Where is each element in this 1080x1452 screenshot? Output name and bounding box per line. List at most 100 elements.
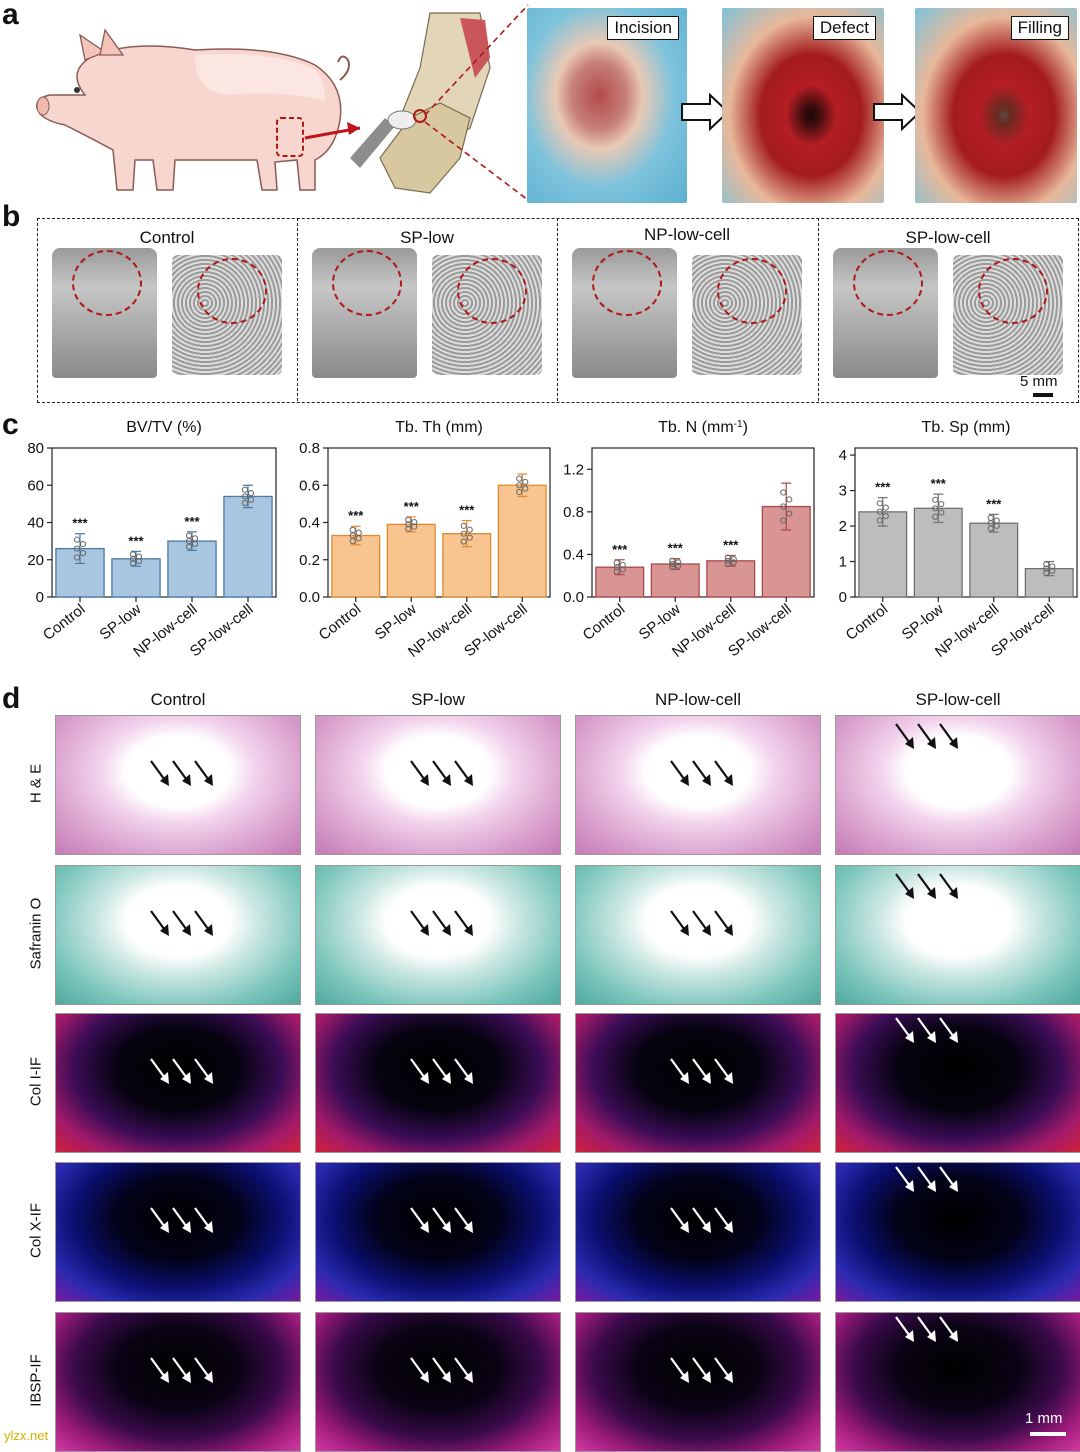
data-point (460, 538, 467, 545)
arrow-markers-icon (670, 1058, 733, 1084)
histology-column-label-sp-low-cell: SP-low-cell (915, 690, 1001, 709)
data-point (79, 549, 87, 557)
data-point (355, 529, 362, 536)
arrow-markers-icon (150, 760, 213, 786)
y-tick-label: 0.0 (563, 589, 584, 606)
data-point (405, 516, 412, 523)
significance-label: *** (875, 480, 891, 495)
data-point (411, 523, 418, 530)
chart-title: Tb. Th (mm) (395, 419, 483, 436)
y-tick-label: 3 (839, 483, 847, 500)
data-point (1049, 563, 1056, 570)
histology-column-label-sp-low: SP-low (411, 690, 465, 709)
significance-label: *** (348, 508, 364, 523)
microct-title-sp-low-cell: SP-low-cell (905, 228, 991, 247)
data-point (780, 517, 787, 524)
data-point (876, 508, 883, 515)
data-point (522, 478, 529, 485)
significance-label: *** (459, 503, 475, 518)
y-tick-label: 0 (36, 589, 44, 606)
microct-title-sp-low: SP-low (400, 228, 454, 247)
arrow-markers-icon (150, 1207, 213, 1233)
data-point (780, 489, 787, 496)
defect-circle-marker (717, 258, 787, 324)
histology-image-he-sp-low-cell (835, 715, 1080, 855)
defect-circle-marker (853, 250, 923, 316)
x-tick-label: SP-low-cell (187, 601, 257, 661)
y-tick-label: 0.8 (299, 440, 320, 457)
panel-label-b: b (2, 200, 21, 233)
data-point (619, 561, 626, 569)
y-tick-label: 1 (839, 554, 847, 571)
data-point (613, 568, 620, 575)
x-tick-label: SP-low (372, 601, 420, 644)
data-point (135, 557, 143, 565)
data-point (466, 534, 473, 541)
arrow-markers-icon (895, 1166, 958, 1192)
data-point (987, 514, 994, 521)
step-label-filling: Filling (1010, 16, 1069, 40)
data-point (669, 560, 676, 568)
data-point (522, 485, 529, 492)
data-point (1043, 569, 1050, 576)
significance-label: *** (723, 537, 739, 552)
watermark: ylzx.net (4, 1428, 49, 1443)
x-tick-label: Control (40, 601, 89, 644)
histology-row-label-col-x-if: Col X-IF (27, 1203, 45, 1259)
histology-row-label-he: H & E (27, 763, 45, 804)
y-tick-label: 60 (27, 477, 44, 494)
y-tick-label: 20 (27, 552, 44, 569)
panel-label-d: d (2, 682, 21, 715)
panel-label-a: a (2, 0, 19, 31)
scale-bar-label-5mm: 5 mm (1020, 373, 1058, 390)
step-label-incision: Incision (607, 16, 679, 40)
knee-joint-illustration (350, 12, 491, 194)
data-point (135, 553, 143, 560)
arrow-markers-icon (410, 1357, 473, 1383)
data-point (730, 556, 737, 563)
histology-image-he-np-low-cell (575, 715, 821, 855)
histology-image-safranin-o-np-low-cell (575, 865, 821, 1005)
arrow-markers-icon (150, 1357, 213, 1383)
data-point (780, 503, 787, 510)
histology-image-col-i-if-sp-low (315, 1013, 561, 1153)
histology-image-safranin-o-control (55, 865, 301, 1005)
data-point (993, 517, 1000, 524)
y-tick-label: 0.4 (299, 515, 320, 532)
histology-image-safranin-o-sp-low-cell (835, 865, 1080, 1005)
data-point (79, 541, 87, 548)
chart-title: Tb. N (mm-1) (658, 419, 748, 437)
data-point (129, 560, 137, 567)
data-point (516, 488, 523, 496)
data-point (669, 557, 676, 564)
bar (969, 522, 1019, 598)
x-tick-label: Control (316, 601, 365, 644)
data-point (247, 489, 255, 497)
chart-title: Tb. Sp (mm) (922, 419, 1011, 436)
data-point (675, 559, 682, 566)
data-point (460, 522, 467, 529)
data-point (882, 513, 889, 520)
data-point (619, 566, 626, 573)
significance-label: *** (668, 541, 684, 556)
arrow-markers-icon (410, 910, 473, 936)
x-tick-label: Control (580, 601, 629, 644)
surgery-photo-filling: Filling (915, 8, 1077, 203)
data-point (73, 545, 81, 552)
arrow-markers-icon (670, 1357, 733, 1383)
data-point (241, 500, 249, 507)
y-tick-label: 1.2 (563, 461, 584, 478)
significance-label: *** (931, 476, 947, 491)
data-point (129, 551, 137, 558)
defect-circle-marker (332, 250, 402, 316)
chart-frame (854, 447, 1078, 598)
arrow-markers-icon (410, 1058, 473, 1084)
y-tick-label: 0.2 (299, 552, 320, 569)
significance-label: *** (184, 514, 200, 529)
panel-label-c: c (2, 408, 19, 441)
data-point (876, 500, 883, 507)
data-point (786, 496, 793, 503)
data-point (613, 559, 620, 566)
data-point (932, 513, 939, 520)
arrow-markers-icon (895, 873, 958, 899)
